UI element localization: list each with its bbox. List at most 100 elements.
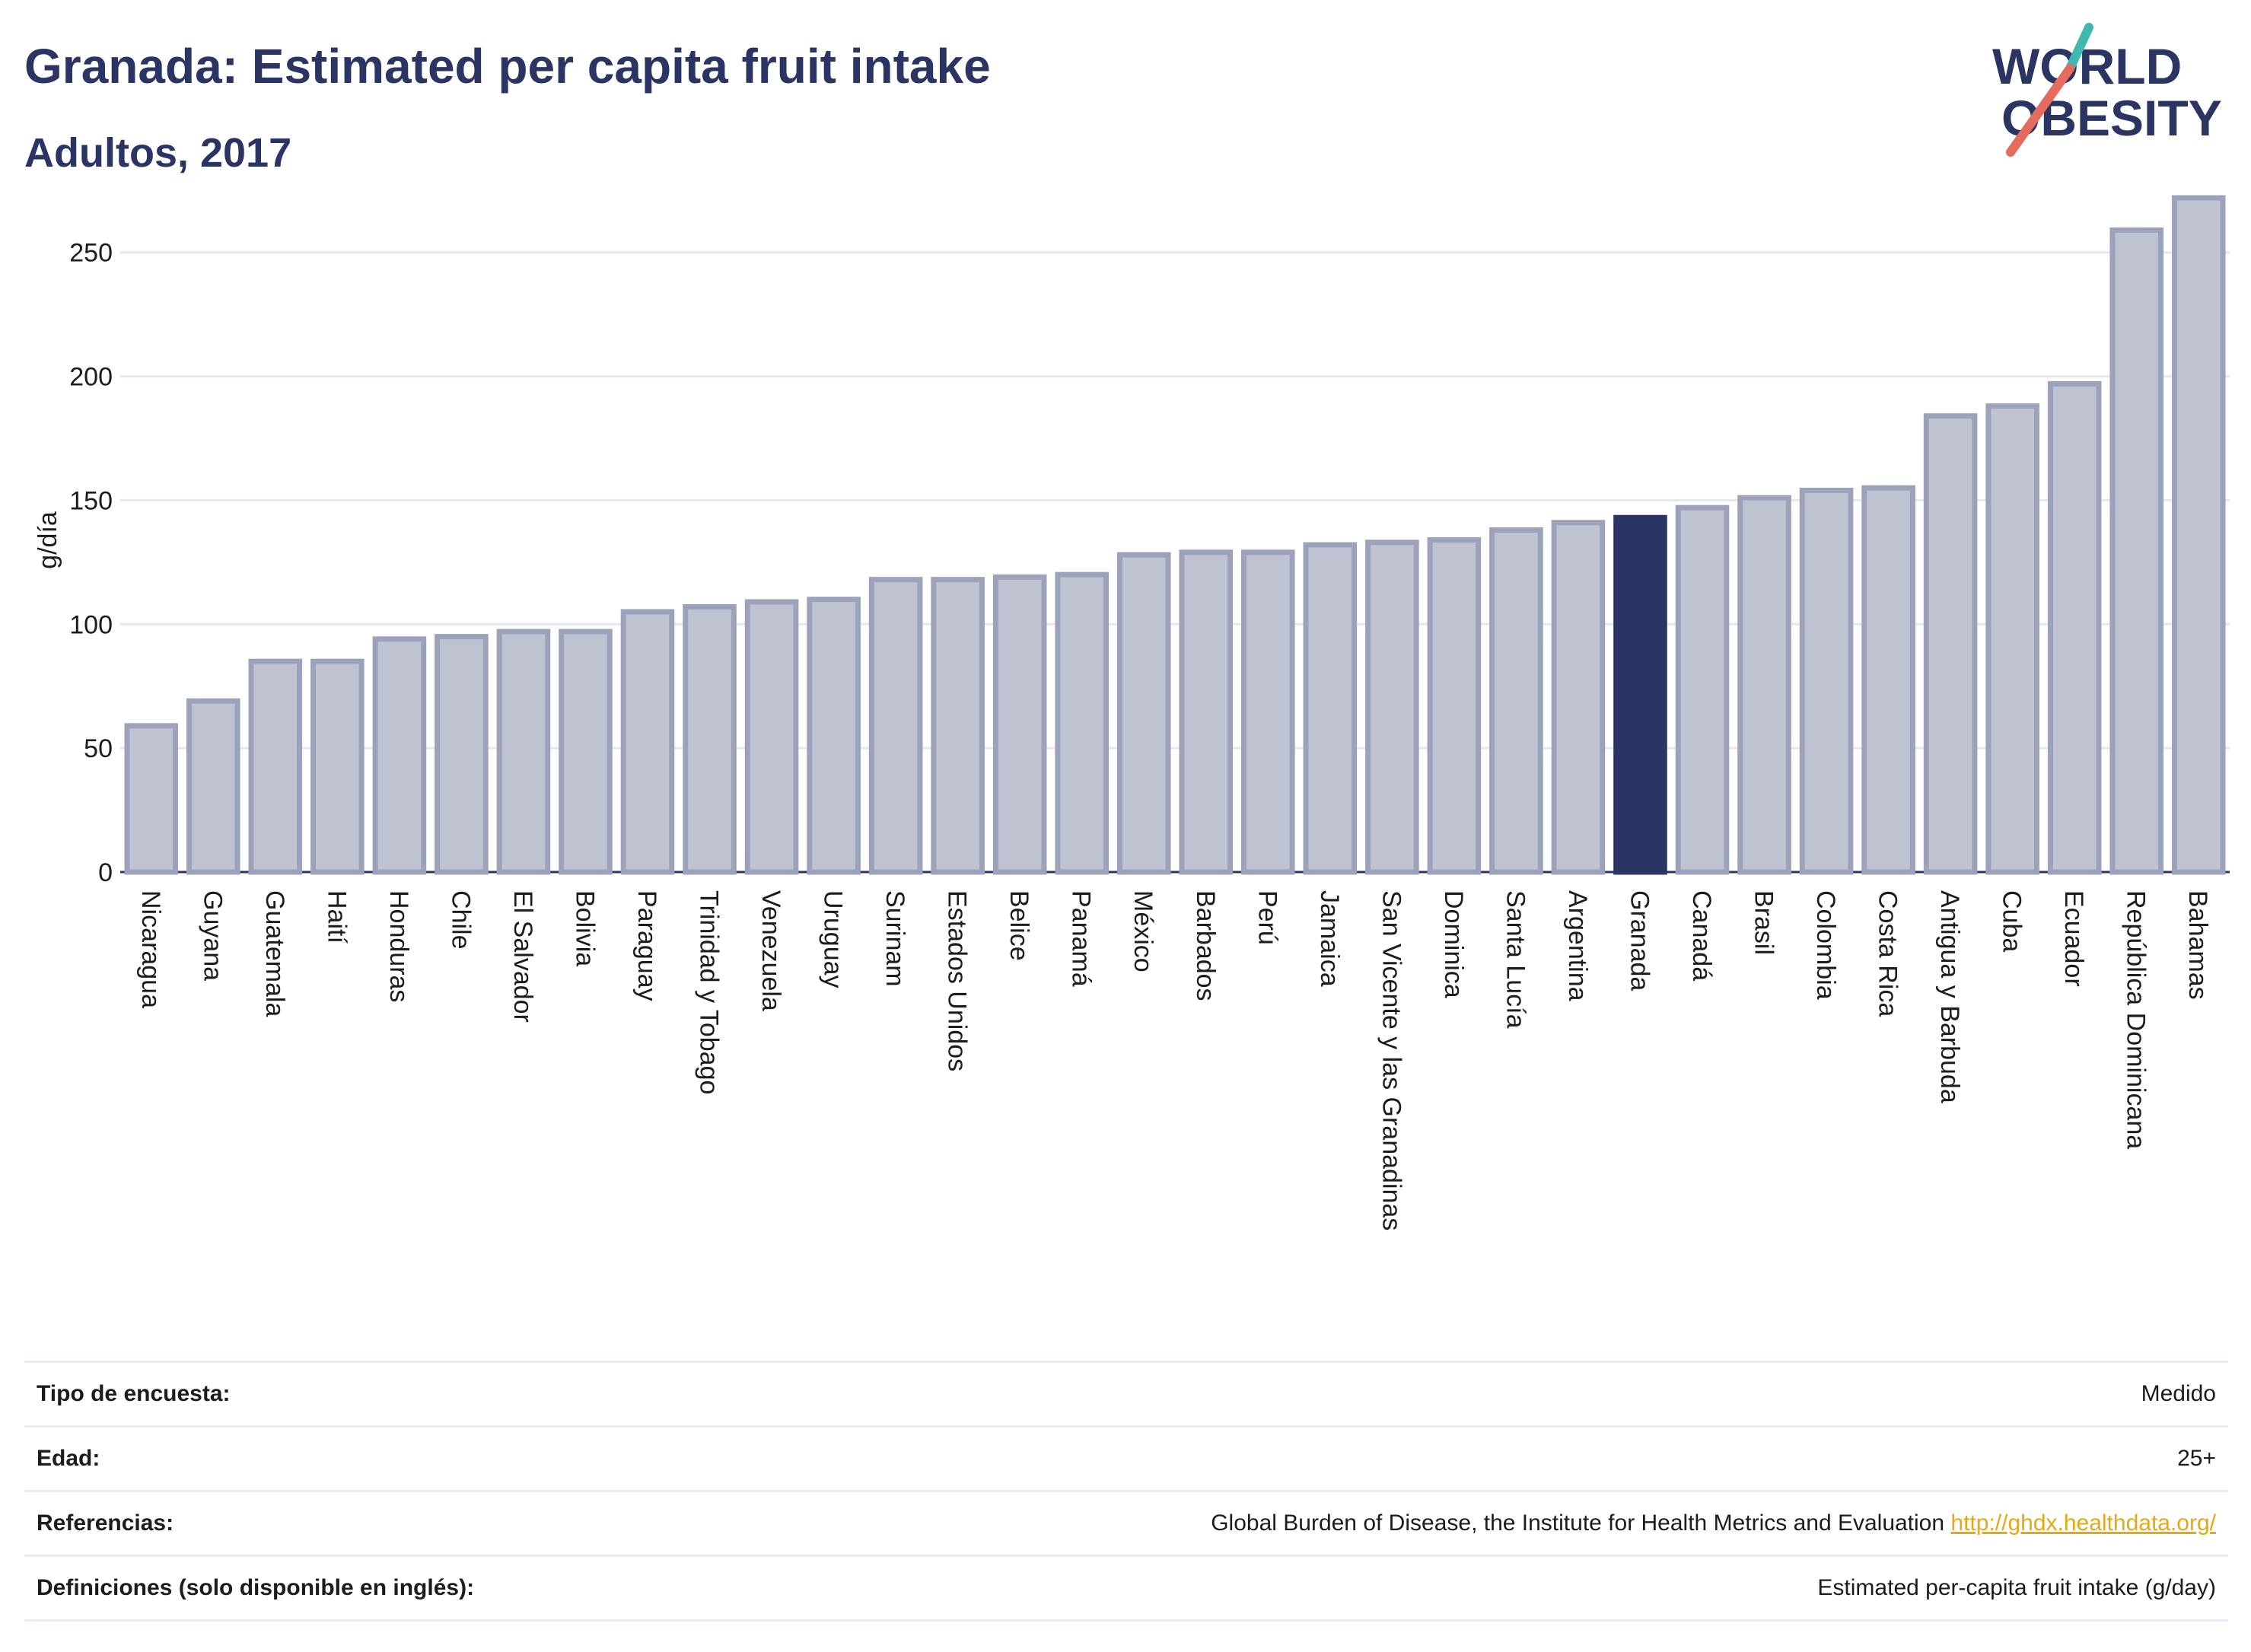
- y-tick-label: 0: [98, 858, 113, 887]
- bar-perú: [1240, 549, 1295, 875]
- chart-subtitle: Adultos, 2017: [24, 130, 292, 176]
- bar-barbados: [1179, 549, 1234, 875]
- meta-label-definitions: Definiciones (solo disponible en inglés)…: [37, 1575, 475, 1600]
- x-tick-label: El Salvador: [508, 890, 537, 1023]
- logo-line1: WORLD: [1992, 38, 2182, 94]
- x-tick-label: Guatemala: [260, 890, 289, 1017]
- x-tick-label: Chile: [446, 890, 475, 949]
- x-tick-label: Nicaragua: [136, 890, 165, 1008]
- x-tick-label: Ecuador: [2059, 890, 2088, 987]
- x-tick-label: Argentina: [1563, 890, 1592, 1001]
- x-tick-label: Canadá: [1687, 890, 1716, 981]
- x-axis-ticks: Nicaragua Guyana Guatemala Haití Honduras Chi…: [136, 890, 2212, 1230]
- meta-value-age: 25+: [2177, 1446, 2216, 1471]
- x-tick-label: Antigua y Barbuda: [1935, 890, 1964, 1103]
- bar-guyana: [186, 698, 240, 875]
- bar-panamá: [1055, 571, 1110, 875]
- chart-bars: [124, 195, 2226, 875]
- bar-méxico: [1116, 552, 1171, 875]
- x-tick-label: Uruguay: [819, 890, 848, 988]
- meta-row-age: Edad: 25+: [24, 1425, 2228, 1490]
- bar-venezuela: [744, 599, 799, 875]
- logo-slash-coral: [2006, 64, 2074, 157]
- x-tick-label: Haití: [322, 890, 351, 944]
- meta-label-references: Referencias:: [37, 1510, 174, 1536]
- x-tick-label: Guyana: [198, 890, 227, 981]
- y-tick-label: 200: [69, 363, 113, 392]
- x-tick-label: Santa Lucía: [1501, 890, 1530, 1029]
- x-tick-label: Panamá: [1067, 890, 1096, 987]
- bar-haití: [310, 658, 365, 875]
- x-tick-label: Costa Rica: [1874, 890, 1902, 1017]
- y-tick-label: 250: [69, 239, 113, 268]
- meta-label-age: Edad:: [37, 1446, 100, 1471]
- bar-honduras: [372, 636, 427, 875]
- x-tick-label: Trinidad y Tobago: [695, 890, 724, 1094]
- x-tick-label: Paraguay: [632, 890, 661, 1001]
- x-tick-label: Estados Unidos: [943, 890, 972, 1071]
- meta-label-survey-type: Tipo de encuesta:: [37, 1381, 231, 1406]
- x-tick-label: República Dominicana: [2122, 890, 2151, 1149]
- x-tick-label: Bolivia: [570, 890, 599, 966]
- x-tick-label: Surinam: [880, 890, 909, 987]
- bar-chile: [435, 634, 489, 875]
- bar-colombia: [1799, 487, 1854, 875]
- bar-antigua-y-barbuda: [1923, 413, 1978, 875]
- y-tick-label: 100: [69, 610, 113, 639]
- bar-bahamas: [2171, 195, 2226, 875]
- x-tick-label: Venezuela: [756, 890, 785, 1011]
- x-tick-label: Granada: [1625, 890, 1654, 991]
- bar-surinam: [868, 577, 923, 875]
- y-axis-ticks: 0 50 100 150 200 250: [69, 239, 113, 887]
- x-tick-label: Barbados: [1191, 890, 1220, 1001]
- bar-jamaica: [1303, 542, 1358, 875]
- bar-argentina: [1551, 520, 1606, 875]
- bar-el-salvador: [496, 629, 551, 875]
- x-tick-label: Honduras: [384, 890, 413, 1002]
- x-tick-label: Dominica: [1439, 890, 1468, 998]
- bar-granada: [1613, 514, 1667, 875]
- meta-value-survey-type: Medido: [2141, 1381, 2216, 1406]
- bar-guatemala: [248, 658, 303, 875]
- references-text: Global Burden of Disease, the Institute …: [1211, 1510, 1945, 1536]
- x-tick-label: Belice: [1005, 890, 1033, 961]
- meta-row-definitions: Definiciones (solo disponible en inglés)…: [24, 1555, 2228, 1622]
- x-tick-label: Colombia: [1811, 890, 1840, 1000]
- meta-value-references: Global Burden of Disease, the Institute …: [1211, 1510, 2228, 1536]
- bar-dominica: [1427, 537, 1482, 875]
- references-link[interactable]: http://ghdx.healthdata.org/: [1950, 1510, 2216, 1536]
- bar-estados-unidos: [931, 577, 985, 875]
- bar-cuba: [1985, 403, 2039, 875]
- bar-chart: 0 50 100 150 200 250 Nicaragua Guyana Guatemala…: [33, 195, 2230, 1230]
- bar-uruguay: [807, 597, 861, 875]
- x-tick-label: Perú: [1253, 890, 1282, 945]
- bar-san-vicente-y-las-granadinas: [1365, 540, 1419, 875]
- x-tick-label: México: [1129, 890, 1157, 972]
- chart-title: Granada: Estimated per capita fruit inta…: [24, 39, 991, 94]
- x-tick-label: San Vicente y las Granadinas: [1377, 890, 1406, 1230]
- world-obesity-logo: WORLD OBESITY: [1992, 23, 2222, 157]
- x-tick-label: Jamaica: [1315, 890, 1344, 987]
- x-tick-label: Bahamas: [2183, 890, 2212, 1000]
- bar-nicaragua: [124, 723, 179, 875]
- bar-trinidad-y-tobago: [683, 603, 737, 875]
- y-tick-label: 150: [69, 486, 113, 515]
- metadata-table: Tipo de encuesta: Medido Edad: 25+ Refer…: [24, 1361, 2228, 1622]
- y-axis-label: g/día: [33, 511, 62, 569]
- bar-belice: [992, 574, 1047, 875]
- bar-paraguay: [620, 609, 675, 875]
- bar-bolivia: [559, 629, 613, 875]
- x-tick-label: Cuba: [1998, 890, 2027, 952]
- logo-slash-teal: [2065, 23, 2093, 73]
- y-tick-label: 50: [84, 734, 113, 763]
- meta-row-references: Referencias: Global Burden of Disease, t…: [24, 1490, 2228, 1555]
- bar-costa-rica: [1861, 485, 1915, 875]
- x-tick-label: Brasil: [1750, 890, 1778, 955]
- bar-ecuador: [2047, 380, 2102, 875]
- meta-row-survey-type: Tipo de encuesta: Medido: [24, 1361, 2228, 1425]
- bar-república-dominicana: [2109, 227, 2164, 875]
- bar-santa-lucía: [1489, 527, 1543, 875]
- bar-brasil: [1737, 495, 1791, 875]
- meta-value-definitions: Estimated per-capita fruit intake (g/day…: [1817, 1575, 2216, 1600]
- bar-canadá: [1675, 505, 1730, 875]
